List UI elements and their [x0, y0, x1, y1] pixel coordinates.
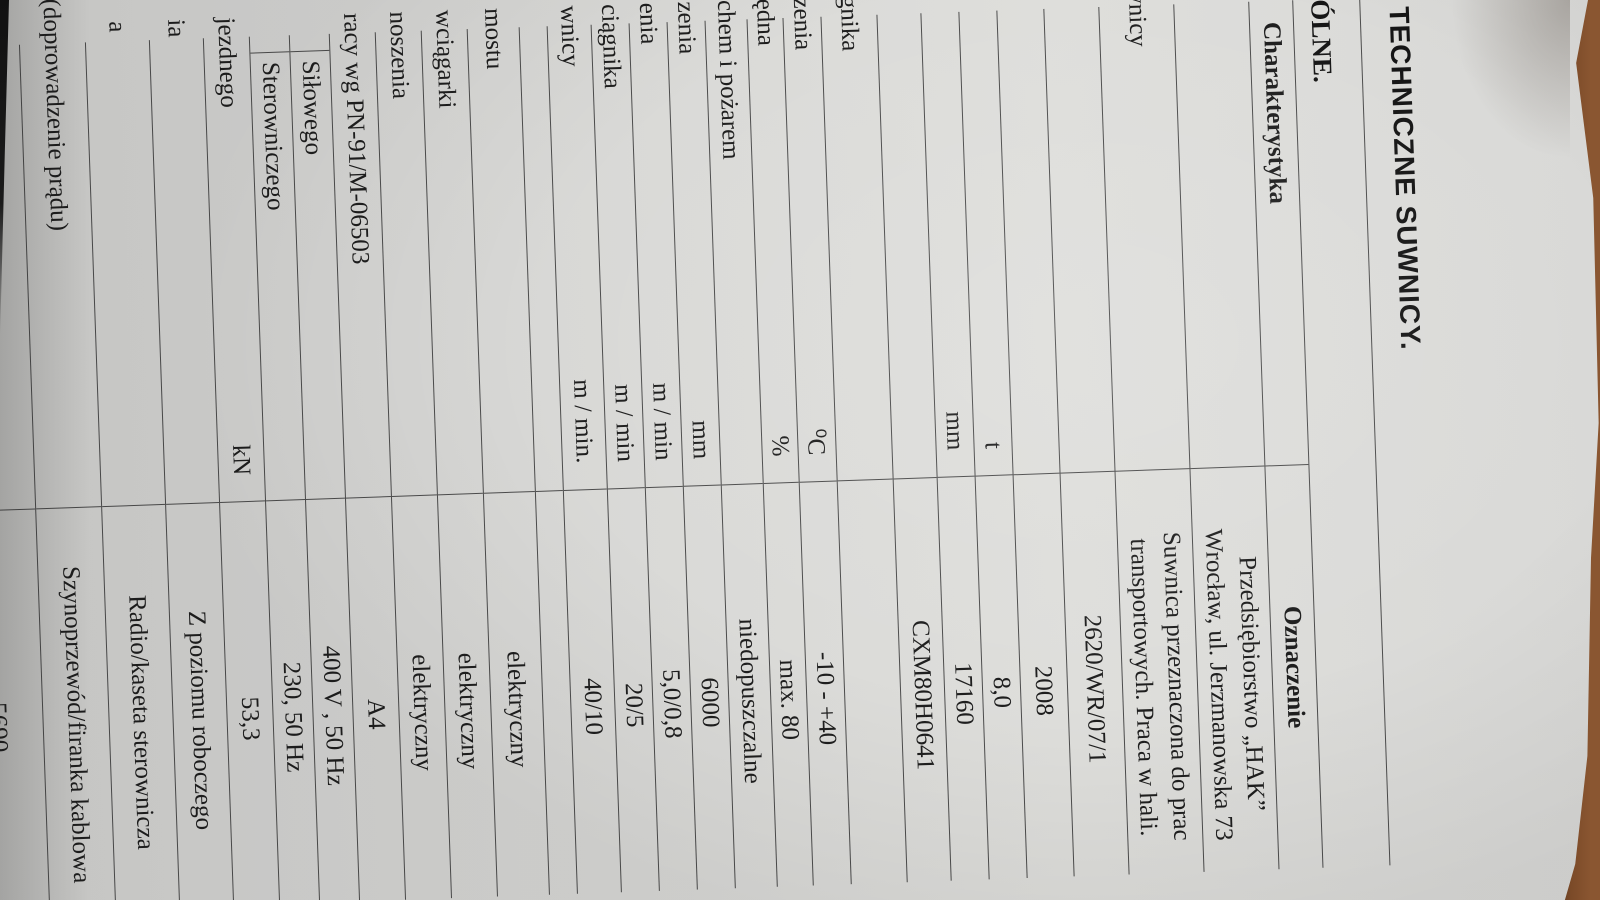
header-characteristic: Charakterystyka — [1258, 21, 1292, 205]
section-heading: ÓLNE. — [1305, 0, 1339, 84]
header-designation: Oznaczenie — [1278, 605, 1310, 729]
document-title: TECHNICZNE SUWNICY. — [1383, 5, 1427, 351]
spec-table: ÓLNE. Charakterystyka Oznaczenie Przedsi… — [0, 0, 1390, 900]
